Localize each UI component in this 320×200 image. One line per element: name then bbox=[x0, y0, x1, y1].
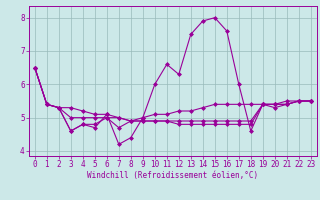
X-axis label: Windchill (Refroidissement éolien,°C): Windchill (Refroidissement éolien,°C) bbox=[87, 171, 258, 180]
